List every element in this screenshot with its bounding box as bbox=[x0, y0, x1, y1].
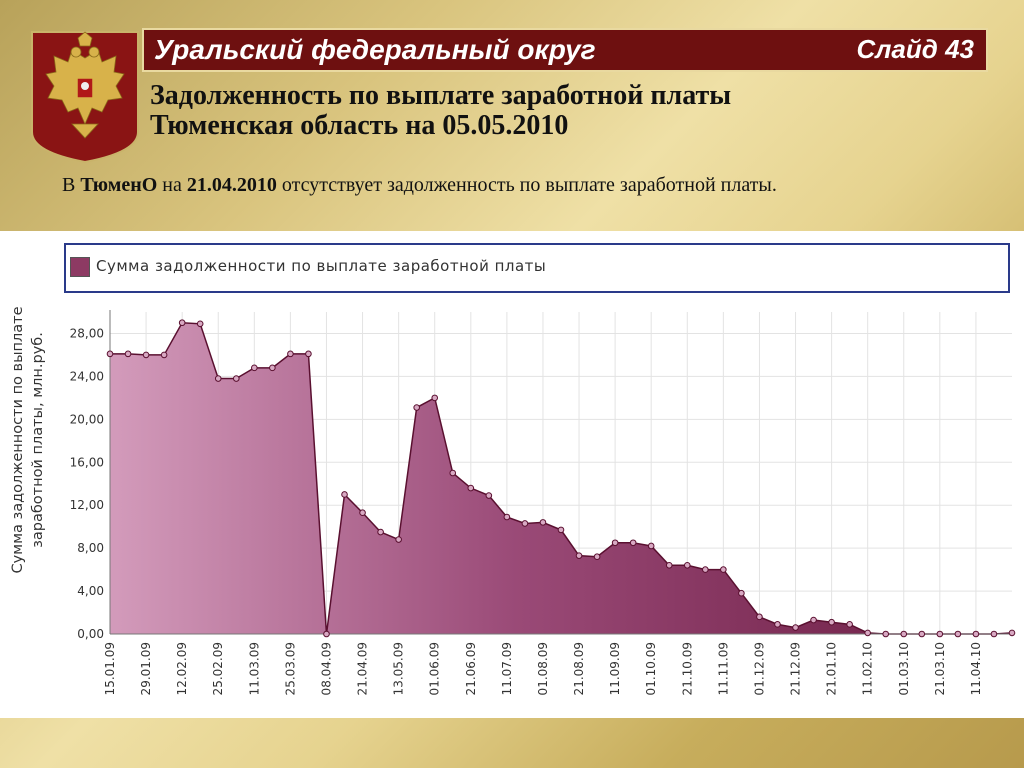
coat-of-arms-emblem bbox=[28, 28, 142, 164]
page-title-line2: Тюменская область на 05.05.2010 bbox=[150, 110, 569, 141]
note-prefix: В bbox=[62, 174, 81, 196]
region-title: Уральский федеральный округ bbox=[154, 34, 596, 65]
header-bar: Уральский федеральный округ Слайд 43 bbox=[142, 28, 988, 72]
note-mid: на bbox=[157, 174, 187, 196]
note-date: 21.04.2010 bbox=[186, 174, 277, 196]
y-axis-label: Сумма задолженности по выплате заработно… bbox=[10, 306, 46, 574]
legend-label: Сумма задолженности по выплате заработно… bbox=[96, 257, 547, 275]
chart-panel: Сумма задолженности по выплате заработно… bbox=[0, 231, 1024, 718]
note-org: ТюменО bbox=[80, 174, 158, 196]
legend-swatch bbox=[70, 257, 90, 277]
slide-number: Слайд 43 bbox=[856, 34, 974, 64]
info-note: В ТюменО на 21.04.2010 отсутствует задол… bbox=[62, 174, 777, 197]
note-suffix: отсутствует задолженность по выплате зар… bbox=[276, 174, 777, 196]
chart-legend: Сумма задолженности по выплате заработно… bbox=[64, 243, 1010, 293]
page-title-line1: Задолженность по выплате заработной плат… bbox=[150, 80, 732, 111]
